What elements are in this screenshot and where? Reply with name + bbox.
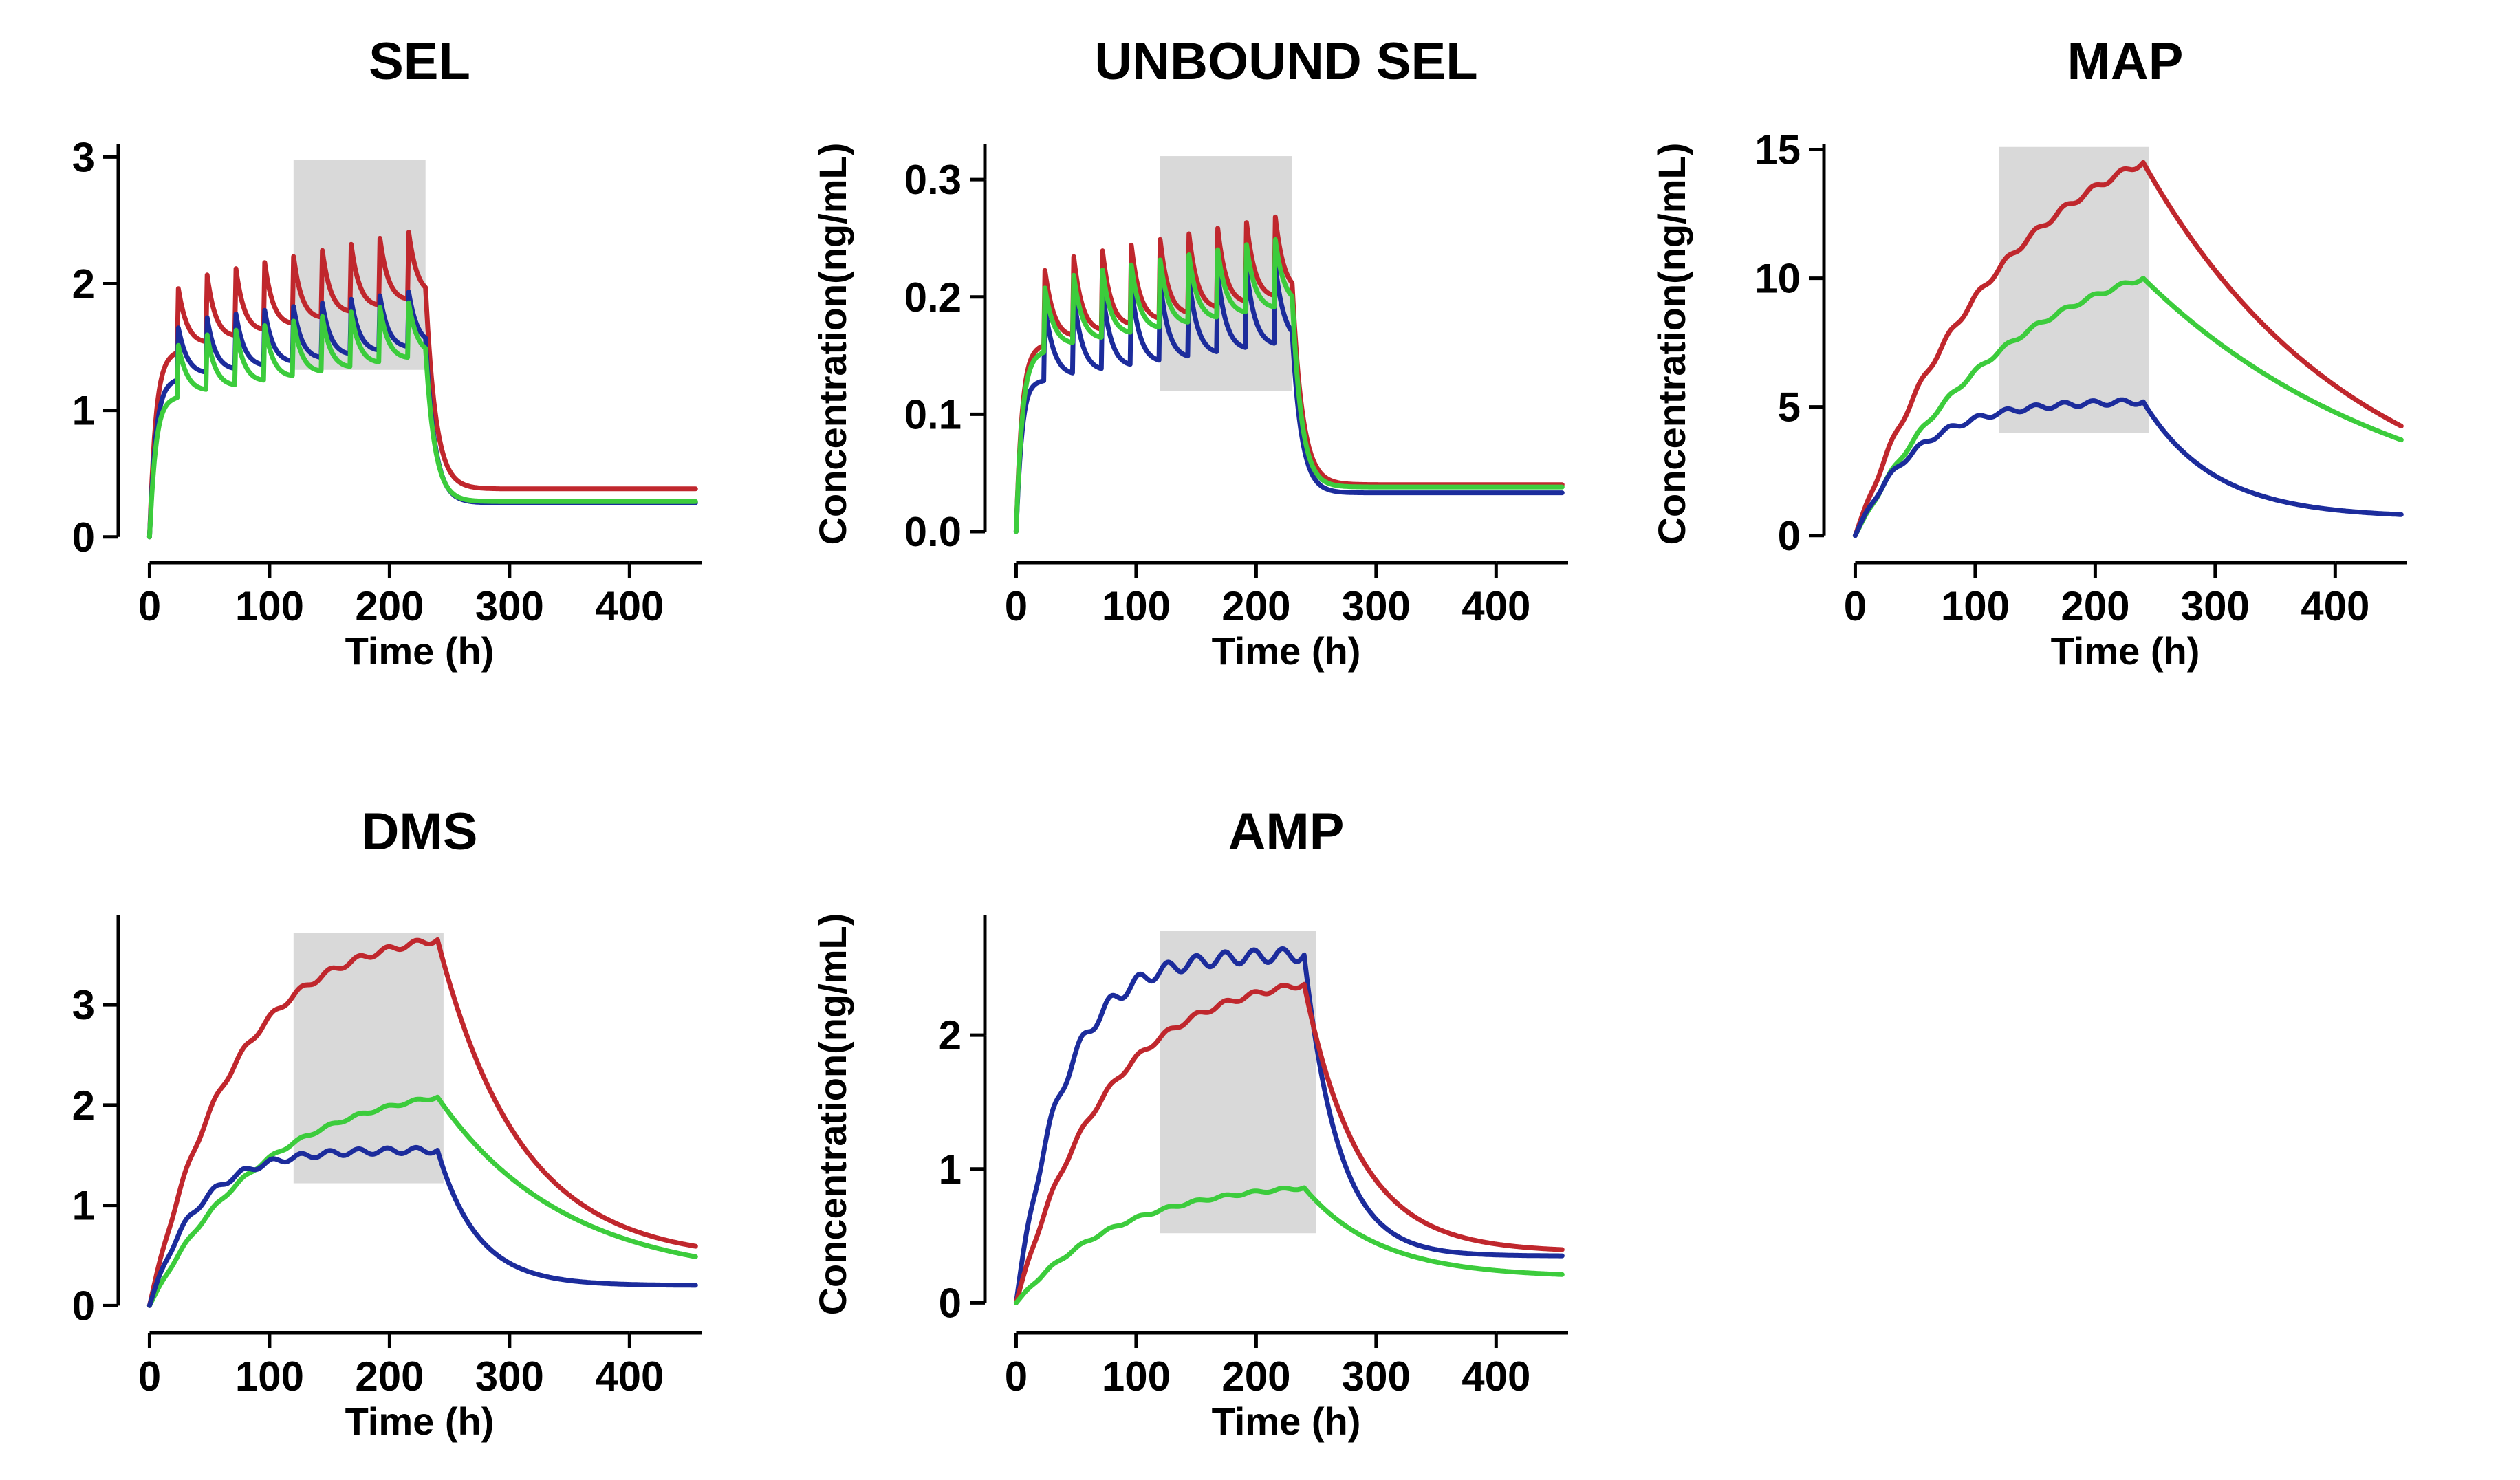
y-tick-label: 0.2 <box>904 274 962 320</box>
series-line-blue <box>1852 397 2404 538</box>
y-tick-label: 3 <box>72 982 95 1028</box>
x-tick-label: 300 <box>1342 583 1411 629</box>
y-tick-label: 0 <box>72 514 95 561</box>
y-tick-label: 0 <box>72 1283 95 1329</box>
series-line-green <box>1852 276 2404 538</box>
y-tick-label: 2 <box>72 261 95 307</box>
panel-title-unbound-sel: UNBOUND SEL <box>1094 32 1477 91</box>
panel-map: 0 100 200 300 400 0 5 10 15 MAP Time (h) Concentrat… <box>1650 32 2407 673</box>
x-tick-label: 300 <box>475 1353 544 1400</box>
shaded-region <box>293 933 444 1184</box>
series-line-green <box>1013 237 1565 534</box>
series-line-red <box>1852 160 2404 538</box>
x-tick-label: 100 <box>1102 1353 1171 1400</box>
y-tick-label: 0 <box>1778 513 1801 559</box>
y-tick-label: 1 <box>939 1146 962 1193</box>
y-tick-label: 0 <box>939 1280 962 1326</box>
y-tick-label: 15 <box>1755 127 1801 173</box>
x-tick-label: 100 <box>1102 583 1171 629</box>
x-axis-label: Time (h) <box>345 1400 495 1443</box>
y-tick-label: 0.3 <box>904 157 962 203</box>
x-tick-label: 0 <box>1005 1353 1028 1400</box>
series-line-green <box>146 1094 698 1308</box>
series-line-blue <box>146 1144 698 1308</box>
panel-title-dms: DMS <box>362 803 478 861</box>
panel-title-sel: SEL <box>369 32 470 91</box>
y-tick-label: 0.1 <box>904 391 962 437</box>
x-tick-label: 0 <box>138 583 161 629</box>
x-tick-label: 100 <box>1941 583 2010 629</box>
y-tick-label: 3 <box>72 134 95 180</box>
x-tick-label: 200 <box>355 1353 424 1400</box>
x-tick-label: 0 <box>138 1353 161 1400</box>
series-line-green <box>146 300 698 540</box>
series-line-red <box>1013 981 1565 1305</box>
x-tick-label: 400 <box>2301 583 2369 629</box>
series-line-green <box>1013 1185 1565 1305</box>
y-tick-label: 2 <box>939 1012 962 1058</box>
panel-title-map: MAP <box>2067 32 2184 91</box>
shaded-region <box>1999 146 2149 433</box>
x-tick-label: 300 <box>475 583 544 629</box>
x-axis-label: Time (h) <box>345 629 495 673</box>
x-tick-label: 200 <box>1221 1353 1290 1400</box>
y-tick-label: 1 <box>72 1183 95 1229</box>
y-tick-label: 2 <box>72 1082 95 1129</box>
x-tick-label: 200 <box>2061 583 2129 629</box>
y-axis-label: Concentration(ng/mL) <box>811 143 854 545</box>
panel-title-amp: AMP <box>1228 803 1345 861</box>
y-tick-label: 1 <box>72 388 95 434</box>
panel-amp: 0 100 200 300 400 0 1 2 AMP Time (h) Concentration… <box>811 803 1568 1443</box>
y-tick-label: 10 <box>1755 256 1801 302</box>
x-tick-label: 300 <box>1342 1353 1411 1400</box>
x-tick-label: 400 <box>1462 583 1530 629</box>
x-tick-label: 200 <box>355 583 424 629</box>
x-tick-label: 400 <box>1462 1353 1530 1400</box>
y-tick-label: 0.0 <box>904 509 962 555</box>
y-tick-label: 5 <box>1778 384 1801 431</box>
y-axis-label: Concentration(ng/mL) <box>1650 143 1693 545</box>
x-tick-label: 400 <box>595 583 664 629</box>
x-axis-label: Time (h) <box>2051 629 2200 673</box>
x-tick-label: 400 <box>595 1353 664 1400</box>
panel-unbound-sel: 0 100 200 300 400 0.0 0.1 0.2 0.3 UNBOUND SEL Time… <box>811 32 1568 673</box>
shaded-region <box>1160 931 1316 1234</box>
x-tick-label: 300 <box>2181 583 2250 629</box>
y-axis-label: Concentration(ng/mL) <box>811 913 854 1316</box>
series-line-blue <box>1013 262 1565 534</box>
series-line-red <box>146 937 698 1308</box>
x-tick-label: 100 <box>235 583 304 629</box>
x-tick-label: 0 <box>1005 583 1028 629</box>
x-tick-label: 200 <box>1221 583 1290 629</box>
x-tick-label: 0 <box>1844 583 1867 629</box>
series-line-red <box>146 230 698 540</box>
x-tick-label: 100 <box>235 1353 304 1400</box>
x-axis-label: Time (h) <box>1212 1400 1361 1443</box>
x-axis-label: Time (h) <box>1212 629 1361 673</box>
series-line-blue <box>1013 946 1565 1305</box>
